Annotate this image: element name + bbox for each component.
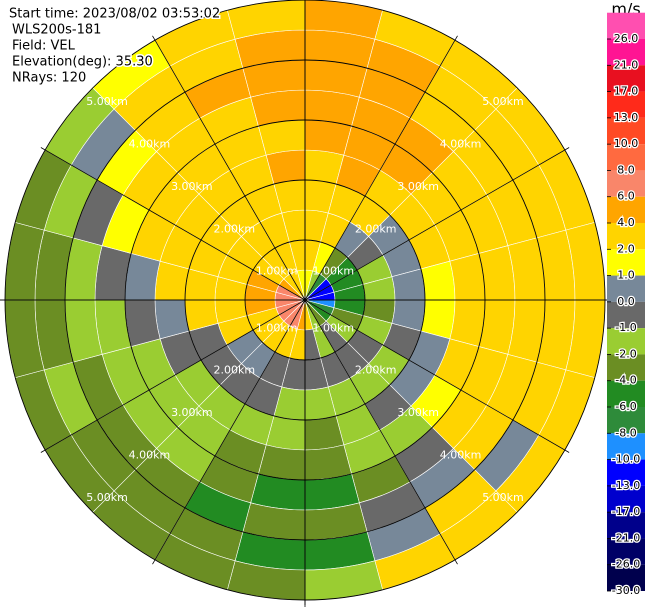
- colorbar-tick-label: 4.0: [617, 216, 635, 229]
- colorbar-segment: [607, 249, 645, 276]
- colorbar-segment: [607, 65, 645, 92]
- colorbar-tick-label: -4.0: [615, 374, 636, 387]
- colorbar-segment: [607, 564, 645, 591]
- range-ring: [124, 119, 486, 481]
- spoke: [40, 299, 306, 453]
- range-ring-label: 4.00km: [440, 137, 482, 150]
- info-line: NRays: 120: [12, 71, 86, 86]
- colorbar: m/s26.021.017.013.010.08.06.04.02.01.00.…: [607, 0, 645, 598]
- velocity-cell: [304, 444, 352, 481]
- colorbar-tick-label: 6.0: [617, 190, 635, 203]
- colorbar-segment: [607, 91, 645, 118]
- colorbar-tick-label: -26.0: [612, 558, 640, 571]
- info-line: WLS200s-181: [12, 23, 101, 38]
- velocity-cell: [304, 119, 352, 156]
- colorbar-tick-label: -30.0: [612, 584, 640, 597]
- colorbar-segment: [607, 354, 645, 381]
- colorbar-segment: [607, 512, 645, 539]
- range-ring-label: 2.00km: [214, 364, 256, 377]
- colorbar-tick-label: -21.0: [612, 531, 640, 544]
- colorbar-segment: [607, 117, 645, 145]
- colorbar-segment: [607, 485, 645, 513]
- axes: [0, 0, 610, 607]
- colorbar-tick-label: 8.0: [617, 163, 635, 176]
- colorbar-segment: [607, 39, 645, 66]
- colorbar-tick-label: 21.0: [614, 58, 639, 71]
- colorbar-segment: [607, 380, 645, 407]
- colorbar-segment: [607, 12, 645, 39]
- colorbar-segment: [607, 328, 645, 355]
- colorbar-segment: [607, 223, 645, 250]
- info-line: Field: VEL: [12, 39, 76, 54]
- velocity-cell: [449, 299, 486, 347]
- colorbar-segment: [607, 538, 645, 565]
- range-ring-label: 1.00km: [312, 321, 354, 334]
- spoke: [304, 299, 570, 453]
- range-ring-label: 5.00km: [482, 491, 524, 504]
- range-ring-label: 2.00km: [214, 222, 256, 235]
- radar-field: [4, 0, 606, 601]
- colorbar-segment: [607, 459, 645, 486]
- range-ring-label: 3.00km: [171, 406, 213, 419]
- range-ring: [244, 239, 366, 361]
- velocity-cell: [449, 253, 486, 301]
- colorbar-tick-label: -17.0: [612, 505, 640, 518]
- velocity-cell: [124, 253, 161, 301]
- range-ring-label: 5.00km: [86, 491, 128, 504]
- colorbar-tick-label: 2.0: [617, 242, 635, 255]
- colorbar-tick-label: -1.0: [615, 321, 636, 334]
- range-ring-label: 5.00km: [482, 95, 524, 108]
- range-ring-label: 5.00km: [86, 95, 128, 108]
- range-ring-label: 3.00km: [171, 180, 213, 193]
- velocity-cell: [258, 119, 306, 156]
- spoke: [152, 299, 306, 565]
- range-ring-label: 2.00km: [355, 364, 397, 377]
- colorbar-tick-label: -8.0: [615, 426, 636, 439]
- info-line: Start time: 2023/08/02 03:53:02: [9, 7, 220, 22]
- colorbar-tick-label: 13.0: [614, 111, 639, 124]
- range-ring-label: 1.00km: [256, 265, 298, 278]
- range-ring: [184, 179, 426, 421]
- colorbar-segment: [607, 170, 645, 197]
- info-line: Elevation(deg): 35.30: [12, 55, 153, 70]
- spoke: [40, 147, 306, 301]
- velocity-cell: [124, 299, 161, 347]
- colorbar-segment: [607, 196, 645, 223]
- range-ring-label: 1.00km: [256, 321, 298, 334]
- colorbar-segment: [607, 433, 645, 460]
- colorbar-tick-label: 17.0: [614, 85, 639, 98]
- range-ring-label: 2.00km: [355, 222, 397, 235]
- labels: 1.00km 1.00km 1.00km 1.00km 2.00km 2.00km 2.00…: [8, 5, 524, 504]
- colorbar-tick-label: -6.0: [615, 400, 636, 413]
- range-ring: [4, 0, 606, 601]
- spoke: [304, 147, 570, 301]
- range-ring-label: 4.00km: [129, 449, 171, 462]
- range-ring-label: 3.00km: [397, 180, 439, 193]
- velocity-cell: [258, 444, 306, 481]
- colorbar-tick-label: -10.0: [612, 453, 640, 466]
- spoke: [152, 35, 306, 301]
- colorbar-segment: [607, 275, 645, 302]
- colorbar-tick-label: 0.0: [617, 295, 635, 308]
- colorbar-segment: [607, 144, 645, 171]
- spoke: [304, 299, 458, 565]
- range-ring-label: 4.00km: [129, 137, 171, 150]
- colorbar-segment: [607, 301, 645, 329]
- range-ring-label: 1.00km: [312, 265, 354, 278]
- colorbar-tick-label: -13.0: [612, 479, 640, 492]
- range-ring: [64, 59, 546, 541]
- colorbar-tick-label: 10.0: [614, 137, 639, 150]
- range-ring-label: 3.00km: [397, 406, 439, 419]
- range-ring-label: 4.00km: [440, 449, 482, 462]
- colorbar-segment: [607, 407, 645, 434]
- colorbar-tick-label: -2.0: [615, 347, 636, 360]
- colorbar-tick-label: 1.0: [617, 269, 635, 282]
- colorbar-tick-label: 26.0: [614, 32, 639, 45]
- spoke: [304, 35, 458, 301]
